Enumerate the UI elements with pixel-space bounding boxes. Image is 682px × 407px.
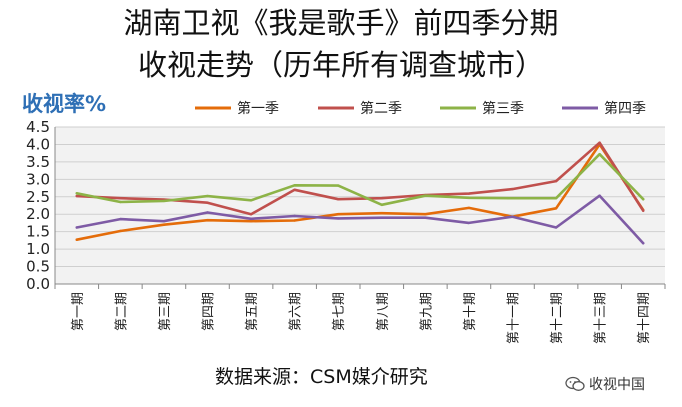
data-point bbox=[293, 188, 296, 191]
data-point bbox=[249, 199, 253, 202]
data-point bbox=[380, 196, 383, 200]
data-point bbox=[249, 217, 253, 220]
legend-label: 第三季 bbox=[482, 100, 524, 117]
legend-label: 第一季 bbox=[237, 100, 279, 117]
x-tick-label: 第五期 bbox=[245, 292, 260, 331]
data-point bbox=[511, 196, 514, 200]
data-point bbox=[162, 223, 166, 226]
chart-title: 湖南卫视《我是歌手》前四季分期 收视走势（历年所有调查城市） bbox=[0, 2, 682, 86]
data-point bbox=[162, 220, 166, 223]
data-point bbox=[380, 216, 383, 219]
x-tick-label: 第六期 bbox=[289, 292, 304, 331]
x-tick-label: 第四期 bbox=[202, 292, 217, 331]
x-tick-label: 第一期 bbox=[71, 292, 86, 331]
data-point bbox=[467, 206, 471, 210]
data-point bbox=[119, 217, 122, 221]
y-axis-label: 收视率% bbox=[22, 92, 107, 116]
data-point bbox=[642, 209, 645, 212]
x-tick-label: 第八期 bbox=[376, 292, 391, 331]
data-point bbox=[380, 203, 383, 207]
x-tick-label: 第十期 bbox=[463, 292, 478, 331]
data-point bbox=[119, 200, 122, 204]
data-point bbox=[249, 220, 253, 223]
data-point bbox=[337, 198, 340, 201]
x-tick-label: 第十二期 bbox=[550, 292, 565, 344]
data-source-note: 数据来源：CSM媒介研究 bbox=[215, 366, 428, 388]
data-point bbox=[75, 192, 78, 195]
data-point bbox=[511, 215, 514, 218]
x-tick-label: 第九期 bbox=[419, 292, 434, 331]
y-tick-label: 0.5 bbox=[26, 258, 50, 276]
y-tick-label: 4.0 bbox=[26, 135, 50, 153]
data-point bbox=[75, 238, 78, 241]
data-point bbox=[206, 218, 209, 222]
data-point bbox=[554, 207, 558, 210]
data-point bbox=[206, 194, 209, 198]
y-tick-label: 0.0 bbox=[26, 275, 50, 293]
data-point bbox=[337, 217, 340, 220]
plot-area bbox=[55, 127, 665, 284]
data-point bbox=[119, 196, 122, 200]
data-point bbox=[511, 187, 514, 191]
data-point bbox=[293, 219, 296, 222]
data-point bbox=[206, 211, 209, 214]
data-point bbox=[598, 153, 601, 156]
x-tick-label: 第七期 bbox=[332, 292, 347, 331]
y-tick-label: 1.5 bbox=[26, 223, 50, 241]
data-point bbox=[380, 211, 383, 215]
x-tick-label: 第三期 bbox=[158, 292, 173, 331]
data-point bbox=[598, 194, 601, 197]
data-point bbox=[554, 196, 558, 200]
data-point bbox=[119, 229, 122, 233]
chart-title-line-2: 收视走势（历年所有调查城市） bbox=[137, 48, 544, 82]
legend-label: 第二季 bbox=[360, 100, 402, 117]
data-point bbox=[554, 179, 558, 183]
data-point bbox=[337, 213, 340, 216]
legend-label: 第四季 bbox=[604, 100, 646, 117]
series-line-3 bbox=[75, 152, 645, 207]
data-point bbox=[249, 213, 253, 216]
data-point bbox=[467, 192, 471, 195]
chart-title-line-1: 湖南卫视《我是歌手》前四季分期 bbox=[123, 6, 559, 40]
data-point bbox=[424, 216, 427, 219]
data-point bbox=[424, 194, 427, 197]
data-point bbox=[293, 214, 296, 218]
data-point bbox=[642, 241, 645, 245]
data-point bbox=[293, 184, 296, 187]
data-point bbox=[598, 141, 601, 144]
data-point bbox=[206, 201, 209, 204]
y-tick-label: 1.0 bbox=[26, 240, 50, 258]
data-point bbox=[337, 184, 340, 187]
watermark: 收视中国 bbox=[565, 374, 645, 394]
data-point bbox=[75, 194, 78, 198]
data-point bbox=[75, 226, 78, 229]
x-tick-label: 第二期 bbox=[114, 292, 129, 331]
line-chart: 0.00.51.01.52.02.53.03.54.04.5 第一期 第二期 第三期 第… bbox=[26, 100, 666, 344]
data-point bbox=[642, 198, 645, 201]
y-tick-label: 2.5 bbox=[26, 188, 50, 206]
data-point bbox=[554, 226, 558, 229]
x-tick-label: 第十四期 bbox=[637, 292, 652, 344]
data-point bbox=[424, 213, 427, 216]
x-tick-label: 第十三期 bbox=[594, 292, 609, 344]
series-line-4 bbox=[75, 194, 645, 245]
series-line-1 bbox=[75, 143, 645, 241]
data-point bbox=[467, 196, 471, 200]
data-point bbox=[467, 221, 471, 225]
y-tick-label: 3.5 bbox=[26, 153, 50, 171]
data-point bbox=[162, 199, 166, 203]
watermark-text: 收视中国 bbox=[589, 377, 645, 393]
wechat-icon bbox=[565, 376, 585, 391]
y-tick-label: 2.0 bbox=[26, 205, 50, 223]
y-tick-label: 3.0 bbox=[26, 170, 50, 188]
y-tick-label: 4.5 bbox=[26, 118, 50, 136]
x-tick-label: 第十一期 bbox=[507, 292, 522, 344]
